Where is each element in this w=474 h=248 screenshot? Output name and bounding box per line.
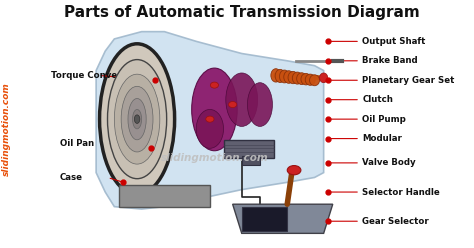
Text: Torque Converter: Torque Converter xyxy=(51,71,136,80)
Ellipse shape xyxy=(108,60,167,179)
Text: Output Shaft: Output Shaft xyxy=(362,37,426,46)
Ellipse shape xyxy=(271,69,281,82)
Text: slidingmotion.com: slidingmotion.com xyxy=(2,82,10,176)
Ellipse shape xyxy=(280,70,290,83)
Ellipse shape xyxy=(288,71,298,84)
Ellipse shape xyxy=(196,109,224,148)
Polygon shape xyxy=(96,32,324,209)
FancyBboxPatch shape xyxy=(242,155,260,165)
Ellipse shape xyxy=(100,44,174,194)
Ellipse shape xyxy=(206,116,214,122)
Ellipse shape xyxy=(287,166,301,175)
Ellipse shape xyxy=(247,83,273,126)
Text: Brake Band: Brake Band xyxy=(362,56,418,65)
Ellipse shape xyxy=(191,68,237,151)
Ellipse shape xyxy=(226,73,258,126)
Ellipse shape xyxy=(133,109,142,129)
Text: Modular: Modular xyxy=(362,134,402,143)
Ellipse shape xyxy=(114,74,160,164)
Text: Planetary Gear Set: Planetary Gear Set xyxy=(362,76,455,85)
Text: Gear Selector: Gear Selector xyxy=(362,217,429,226)
Text: Case: Case xyxy=(60,173,83,182)
Ellipse shape xyxy=(297,73,307,85)
Ellipse shape xyxy=(292,72,302,84)
Ellipse shape xyxy=(275,69,285,83)
Text: Oil Pan: Oil Pan xyxy=(60,139,94,148)
Text: slidingmotion.com: slidingmotion.com xyxy=(161,153,268,163)
Ellipse shape xyxy=(121,86,153,152)
Ellipse shape xyxy=(301,73,311,85)
Text: Selector Handle: Selector Handle xyxy=(362,187,440,197)
Text: Oil Pump: Oil Pump xyxy=(362,115,406,124)
Ellipse shape xyxy=(319,73,328,83)
Polygon shape xyxy=(233,204,333,233)
Text: Valve Body: Valve Body xyxy=(362,158,416,167)
Ellipse shape xyxy=(310,75,319,86)
FancyBboxPatch shape xyxy=(224,140,273,158)
Polygon shape xyxy=(242,207,287,231)
Text: Parts of Automatic Transmission Diagram: Parts of Automatic Transmission Diagram xyxy=(64,5,419,20)
Ellipse shape xyxy=(228,101,237,108)
Ellipse shape xyxy=(134,115,140,124)
Ellipse shape xyxy=(128,98,146,140)
Ellipse shape xyxy=(305,74,315,85)
FancyBboxPatch shape xyxy=(119,185,210,207)
Ellipse shape xyxy=(284,71,294,83)
Ellipse shape xyxy=(210,82,219,88)
Text: Clutch: Clutch xyxy=(362,95,393,104)
